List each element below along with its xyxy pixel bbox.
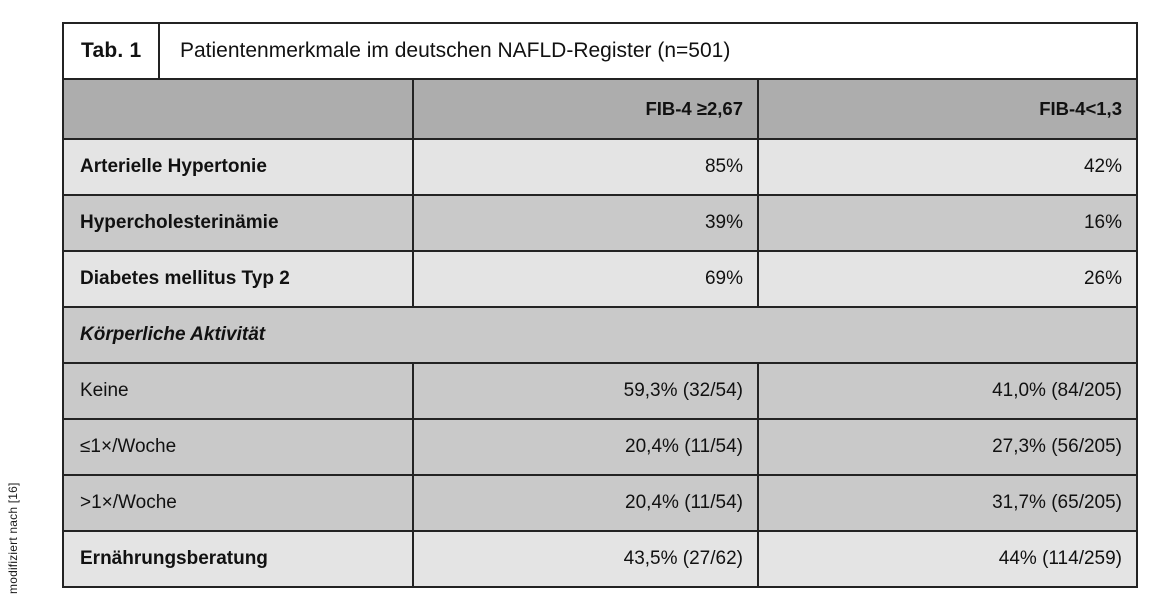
row-value-fib4-high: 20,4% (11/54) (412, 476, 757, 530)
table-row: ≤1×/Woche 20,4% (11/54) 27,3% (56/205) (64, 418, 1136, 474)
header-cell-fib4-low: FIB-4<1,3 (757, 80, 1136, 138)
row-value-fib4-low: 42% (757, 140, 1136, 194)
row-label: Diabetes mellitus Typ 2 (80, 268, 290, 289)
table-row: Keine 59,3% (32/54) 41,0% (84/205) (64, 362, 1136, 418)
header-cell-empty (64, 80, 412, 138)
row-label: ≤1×/Woche (80, 436, 177, 457)
table-number-label: Tab. 1 (64, 24, 160, 78)
table-title: Patientenmerkmale im deutschen NAFLD-Reg… (180, 39, 731, 62)
row-label: Keine (80, 380, 129, 401)
section-label: Körperliche Aktivität (80, 324, 266, 345)
row-value-fib4-high: 85% (412, 140, 757, 194)
row-value-fib4-high: 43,5% (27/62) (412, 532, 757, 586)
header-cell-fib4-high: FIB-4 ≥2,67 (412, 80, 757, 138)
row-label: Ernährungsberatung (80, 548, 268, 569)
row-value-fib4-high: 39% (412, 196, 757, 250)
row-value-fib4-high: 69% (412, 252, 757, 306)
row-value-fib4-high: 20,4% (11/54) (412, 420, 757, 474)
table-caption-row: Tab. 1 Patientenmerkmale im deutschen NA… (64, 24, 1136, 78)
table-header-row: FIB-4 ≥2,67 FIB-4<1,3 (64, 78, 1136, 138)
row-label: Arterielle Hypertonie (80, 156, 267, 177)
row-value-fib4-low: 41,0% (84/205) (757, 364, 1136, 418)
table-row: >1×/Woche 20,4% (11/54) 31,7% (65/205) (64, 474, 1136, 530)
table-row: Hypercholesterinämie 39% 16% (64, 194, 1136, 250)
table-section-row: Körperliche Aktivität (64, 306, 1136, 362)
patient-characteristics-table: Tab. 1 Patientenmerkmale im deutschen NA… (62, 22, 1138, 588)
row-value-fib4-low: 16% (757, 196, 1136, 250)
row-value-fib4-low: 31,7% (65/205) (757, 476, 1136, 530)
table-row: Diabetes mellitus Typ 2 69% 26% (64, 250, 1136, 306)
table-row: Arterielle Hypertonie 85% 42% (64, 138, 1136, 194)
table-row: Ernährungsberatung 43,5% (27/62) 44% (11… (64, 530, 1136, 586)
row-value-fib4-low: 44% (114/259) (757, 532, 1136, 586)
row-label: Hypercholesterinämie (80, 212, 279, 233)
row-value-fib4-low: 27,3% (56/205) (757, 420, 1136, 474)
row-label: >1×/Woche (80, 492, 177, 513)
source-note: modifiziert nach [16] (6, 482, 20, 594)
row-value-fib4-high: 59,3% (32/54) (412, 364, 757, 418)
row-value-fib4-low: 26% (757, 252, 1136, 306)
